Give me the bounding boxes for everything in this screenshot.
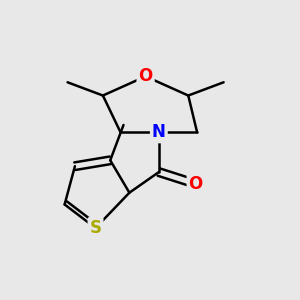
Text: S: S xyxy=(89,219,101,237)
Text: N: N xyxy=(152,123,166,141)
Text: O: O xyxy=(139,68,153,85)
Text: O: O xyxy=(188,175,203,193)
